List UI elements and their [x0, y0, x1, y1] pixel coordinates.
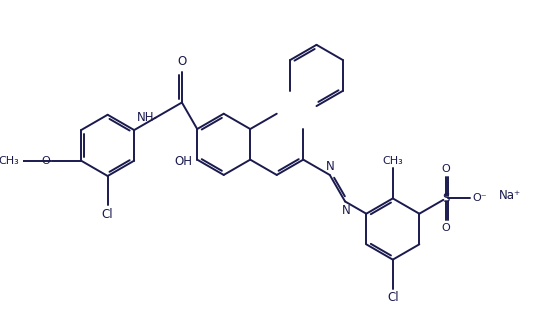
Text: O: O: [177, 55, 186, 68]
Text: S: S: [442, 192, 450, 205]
Text: N: N: [342, 204, 350, 217]
Text: Na⁺: Na⁺: [498, 189, 521, 202]
Text: CH₃: CH₃: [382, 156, 403, 166]
Text: O: O: [41, 156, 50, 166]
Text: O⁻: O⁻: [472, 193, 487, 203]
Text: Cl: Cl: [102, 207, 113, 220]
Text: O: O: [441, 164, 450, 174]
Text: Cl: Cl: [387, 291, 399, 304]
Text: OH: OH: [174, 155, 192, 168]
Text: NH: NH: [136, 111, 154, 124]
Text: N: N: [326, 160, 335, 173]
Text: CH₃: CH₃: [0, 156, 20, 166]
Text: O: O: [441, 223, 450, 233]
